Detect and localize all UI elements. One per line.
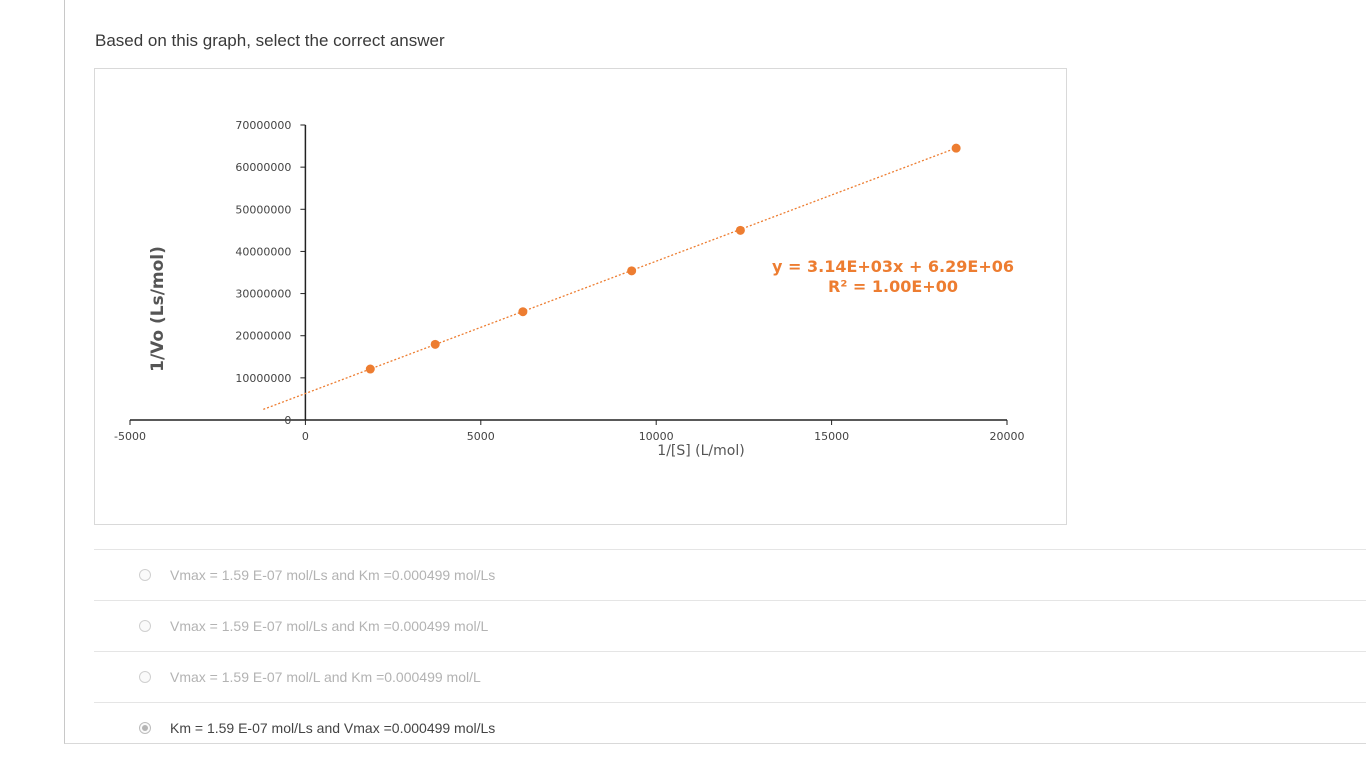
y-tick-label: 40000000: [235, 245, 291, 258]
data-point: [518, 307, 528, 317]
answer-option-4[interactable]: Km = 1.59 E-07 mol/Ls and Vmax =0.000499…: [94, 702, 1366, 753]
y-axis-label: 1/Vo (Ls/mol): [148, 246, 168, 372]
data-point: [430, 339, 440, 349]
data-point: [365, 364, 375, 374]
answer-option-label: Vmax = 1.59 E-07 mol/Ls and Km =0.000499…: [170, 567, 496, 583]
x-tick-label: -5000: [114, 430, 146, 443]
answer-option-label: Vmax = 1.59 E-07 mol/L and Km =0.000499 …: [170, 669, 481, 685]
x-tick-label: 10000: [639, 430, 674, 443]
radio-button-4[interactable]: [139, 722, 151, 734]
radio-button-3[interactable]: [139, 671, 151, 683]
answer-option-1[interactable]: Vmax = 1.59 E-07 mol/Ls and Km =0.000499…: [94, 549, 1366, 600]
radio-button-2[interactable]: [139, 620, 151, 632]
data-point: [951, 143, 961, 153]
trendline-r-squared: R² = 1.00E+00: [828, 277, 958, 296]
trendline: [263, 147, 957, 410]
x-tick-label: 20000: [990, 430, 1025, 443]
x-tick-label: 15000: [814, 430, 849, 443]
y-tick-label: 30000000: [235, 288, 291, 301]
answer-option-label: Vmax = 1.59 E-07 mol/Ls and Km =0.000499…: [170, 618, 489, 634]
data-point: [735, 225, 745, 235]
question-card: [64, 0, 1366, 744]
x-tick-label: 0: [302, 430, 309, 443]
y-tick-label: 10000000: [235, 372, 291, 385]
answer-option-label: Km = 1.59 E-07 mol/Ls and Vmax =0.000499…: [170, 720, 496, 736]
x-tick-label: 5000: [467, 430, 495, 443]
answer-options: Vmax = 1.59 E-07 mol/Ls and Km =0.000499…: [94, 549, 1366, 753]
y-tick-label: 20000000: [235, 330, 291, 343]
answer-option-2[interactable]: Vmax = 1.59 E-07 mol/Ls and Km =0.000499…: [94, 600, 1366, 651]
radio-button-1[interactable]: [139, 569, 151, 581]
chart-ticks: -5000 0 5000 10000 15000 20000 0 10000000 200000…: [114, 119, 1024, 443]
y-tick-label: 0: [284, 414, 291, 427]
y-tick-label: 60000000: [235, 161, 291, 174]
x-axis-label: 1/[S] (L/mol): [657, 443, 744, 459]
trendline-group: [263, 147, 957, 410]
question-prompt: Based on this graph, select the correct …: [95, 31, 445, 50]
y-tick-label: 50000000: [235, 203, 291, 216]
chart-container: -5000 0 5000 10000 15000 20000 0 10000000 200000…: [94, 68, 1067, 525]
answer-option-3[interactable]: Vmax = 1.59 E-07 mol/L and Km =0.000499 …: [94, 651, 1366, 702]
y-tick-label: 70000000: [235, 119, 291, 132]
trendline-equation: y = 3.14E+03x + 6.29E+06: [772, 257, 1014, 276]
data-points: [365, 143, 961, 374]
chart-axes: [130, 125, 1007, 421]
data-point: [627, 266, 637, 276]
lineweaver-burk-chart: -5000 0 5000 10000 15000 20000 0 10000000 200000…: [114, 119, 1024, 459]
